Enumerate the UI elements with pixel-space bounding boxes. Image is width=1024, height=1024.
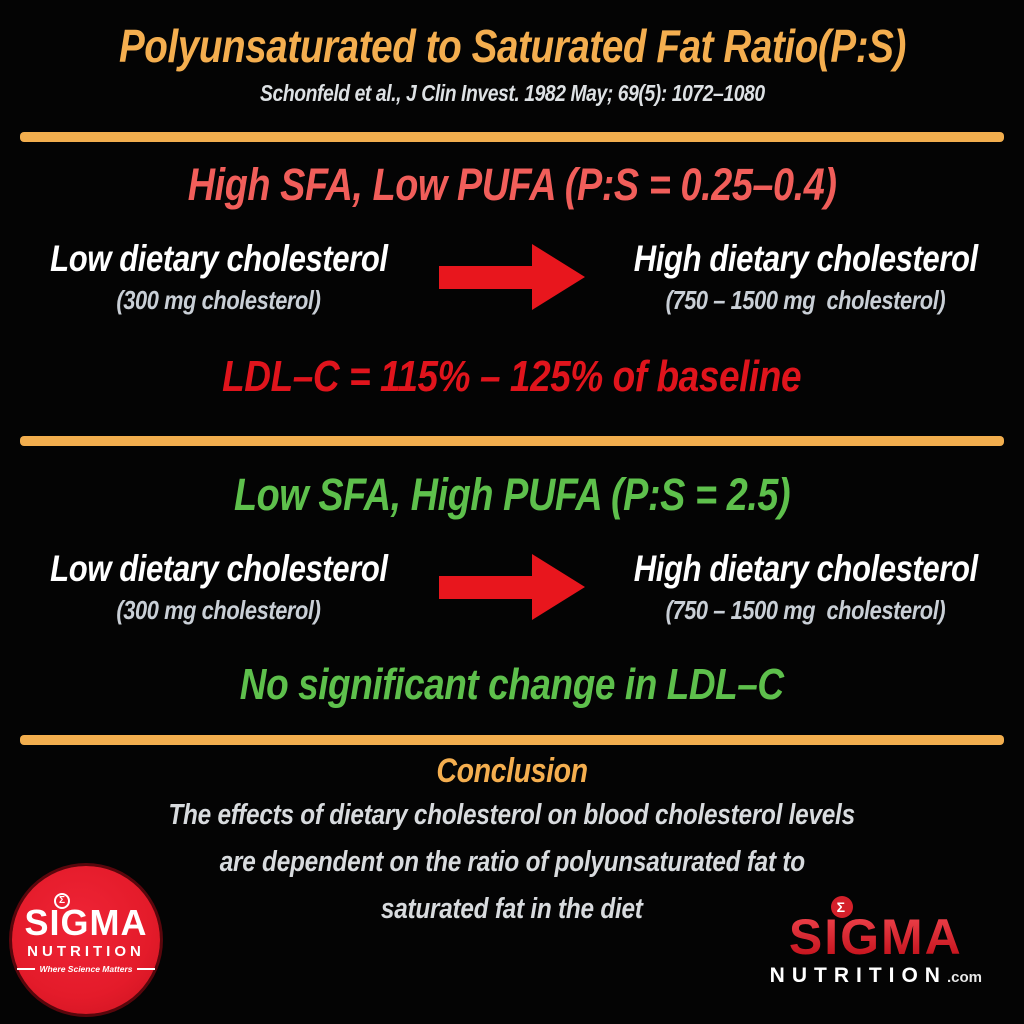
badge-sub-text: NUTRITION	[27, 943, 145, 960]
low-cholesterol-label: Low dietary cholesterol	[49, 548, 388, 589]
citation-text: Schonfeld et al., J Clin Invest. 1982 Ma…	[259, 80, 765, 106]
low-cholesterol-amount: (300 mg cholesterol)	[116, 595, 321, 625]
sigma-nutrition-wordmark-logo: SIGMA Σ NUTRITION.com	[769, 896, 982, 988]
section-low-sfa-comparison: Low dietary cholesterol (300 mg choleste…	[0, 546, 1024, 628]
high-cholesterol-cell: High dietary cholesterol (750 – 1500 mg …	[587, 546, 1024, 628]
section-high-sfa-heading: High SFA, Low PUFA (P:S = 0.25–0.4)	[187, 159, 837, 210]
citation: Schonfeld et al., J Clin Invest. 1982 Ma…	[0, 80, 1024, 107]
page-title: Polyunsaturated to Saturated Fat Ratio(P…	[0, 18, 1024, 74]
wordmark-brand-text: SIGMA	[788, 909, 963, 965]
badge-brand-text: SIGMA	[24, 902, 148, 943]
section-high-sfa-result: LDL–C = 115% – 125% of baseline	[222, 352, 802, 401]
low-cholesterol-amount: (300 mg cholesterol)	[116, 285, 321, 315]
conclusion-line-3: saturated fat in the diet	[381, 893, 643, 925]
divider-bottom	[20, 735, 1004, 745]
high-cholesterol-amount: (750 – 1500 mg cholesterol)	[665, 285, 946, 315]
low-cholesterol-label: Low dietary cholesterol	[49, 238, 388, 279]
high-cholesterol-amount: (750 – 1500 mg cholesterol)	[665, 595, 946, 625]
section-low-sfa-heading: Low SFA, High PUFA (P:S = 2.5)	[233, 469, 791, 520]
high-cholesterol-cell: High dietary cholesterol (750 – 1500 mg …	[587, 236, 1024, 318]
sigma-icon: Σ	[54, 893, 71, 909]
low-cholesterol-cell: Low dietary cholesterol (300 mg choleste…	[0, 236, 437, 318]
sigma-nutrition-badge-logo: SIGMA Σ NUTRITION Where Science Matters	[12, 866, 160, 1014]
section-low-sfa-result: No significant change in LDL–C	[240, 660, 784, 709]
badge-tagline: Where Science Matters	[17, 964, 154, 974]
right-arrow-icon	[437, 554, 587, 620]
high-cholesterol-label: High dietary cholesterol	[633, 238, 978, 279]
page-title-text: Polyunsaturated to Saturated Fat Ratio(P…	[118, 20, 906, 72]
conclusion-line-2: are dependent on the ratio of polyunsatu…	[219, 846, 805, 878]
divider-top	[20, 132, 1004, 142]
high-cholesterol-label: High dietary cholesterol	[633, 548, 978, 589]
wordmark-domain-text: .com	[946, 969, 982, 986]
low-cholesterol-cell: Low dietary cholesterol (300 mg choleste…	[0, 546, 437, 628]
conclusion-text: The effects of dietary cholesterol on bl…	[0, 792, 1024, 933]
conclusion-heading: Conclusion	[436, 752, 588, 790]
right-arrow-icon	[437, 244, 587, 310]
sigma-icon: Σ	[830, 896, 853, 918]
wordmark-sub-text: NUTRITION	[769, 964, 947, 987]
divider-middle	[20, 436, 1004, 446]
section-high-sfa-comparison: Low dietary cholesterol (300 mg choleste…	[0, 236, 1024, 318]
conclusion-line-1: The effects of dietary cholesterol on bl…	[168, 799, 856, 831]
